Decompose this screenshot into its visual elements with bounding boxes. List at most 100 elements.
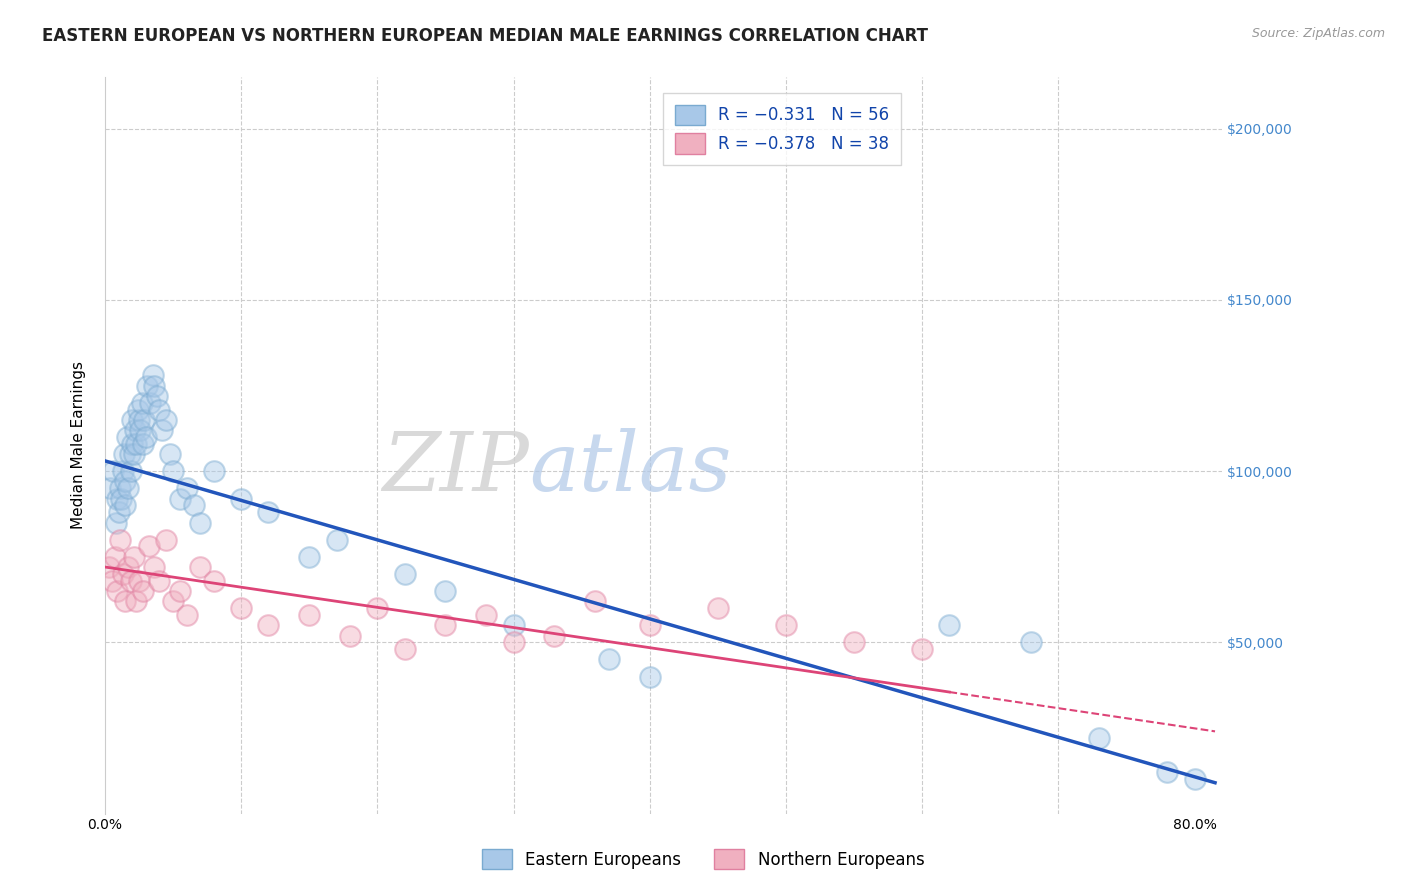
Point [475,607,498,622]
Point [122,447,145,461]
Point [136,378,159,392]
Text: Source: ZipAtlas.com: Source: ZipAtlas.com [1251,27,1385,40]
Point [775,618,797,632]
Point [202,464,225,478]
Point [131,395,153,409]
Point [1088,731,1111,746]
Point [100,481,122,495]
Text: EASTERN EUROPEAN VS NORTHERN EUROPEAN MEDIAN MALE EARNINGS CORRELATION CHART: EASTERN EUROPEAN VS NORTHERN EUROPEAN ME… [42,27,928,45]
Point [124,423,146,437]
Point [257,505,280,519]
Point [434,584,457,599]
Point [638,618,661,632]
Point [502,618,524,632]
Point [128,574,150,588]
Point [103,549,125,564]
Point [98,560,121,574]
Point [155,413,177,427]
Point [366,601,388,615]
Point [127,402,149,417]
Point [145,389,167,403]
Point [128,413,150,427]
Point [148,402,170,417]
Point [162,594,184,608]
Point [598,652,620,666]
Point [143,560,166,574]
Point [143,378,166,392]
Point [394,566,416,581]
Point [188,516,211,530]
Point [188,560,211,574]
Point [134,413,156,427]
Point [394,642,416,657]
Point [162,464,184,478]
Point [1156,765,1178,780]
Text: ZIP: ZIP [382,427,530,508]
Point [129,423,152,437]
Point [169,584,191,599]
Legend: R = −0.331   N = 56, R = −0.378   N = 38: R = −0.331 N = 56, R = −0.378 N = 38 [664,93,901,166]
Point [108,481,131,495]
Point [707,601,730,615]
Point [434,618,457,632]
Point [325,533,347,547]
Point [159,447,181,461]
Point [117,481,139,495]
Point [114,475,136,489]
Point [121,437,143,451]
Point [638,670,661,684]
Point [1184,772,1206,787]
Point [107,505,129,519]
Point [121,413,143,427]
Point [111,566,134,581]
Point [231,491,253,506]
Point [125,437,148,451]
Point [176,607,198,622]
Legend: Eastern Europeans, Northern Europeans: Eastern Europeans, Northern Europeans [471,838,935,880]
Point [298,607,321,622]
Point [150,423,173,437]
Point [118,447,141,461]
Point [125,594,148,608]
Point [583,594,606,608]
Point [101,574,124,588]
Point [202,574,225,588]
Point [298,549,321,564]
Point [938,618,960,632]
Point [110,491,132,506]
Point [169,491,191,506]
Point [176,481,198,495]
Y-axis label: Median Male Earnings: Median Male Earnings [72,361,86,530]
Point [257,618,280,632]
Point [114,594,136,608]
Point [132,584,155,599]
Point [135,430,157,444]
Point [139,395,162,409]
Point [502,635,524,649]
Point [1019,635,1042,649]
Point [842,635,865,649]
Point [231,601,253,615]
Point [183,499,205,513]
Point [543,628,565,642]
Point [120,574,142,588]
Point [911,642,934,657]
Point [339,628,361,642]
Point [138,540,160,554]
Point [132,437,155,451]
Text: atlas: atlas [530,427,731,508]
Point [148,574,170,588]
Point [122,549,145,564]
Point [117,560,139,574]
Point [105,491,128,506]
Point [105,584,128,599]
Point [155,533,177,547]
Point [112,447,135,461]
Point [114,499,136,513]
Point [120,464,142,478]
Point [104,516,127,530]
Point [108,533,131,547]
Point [111,464,134,478]
Point [115,430,138,444]
Point [101,464,124,478]
